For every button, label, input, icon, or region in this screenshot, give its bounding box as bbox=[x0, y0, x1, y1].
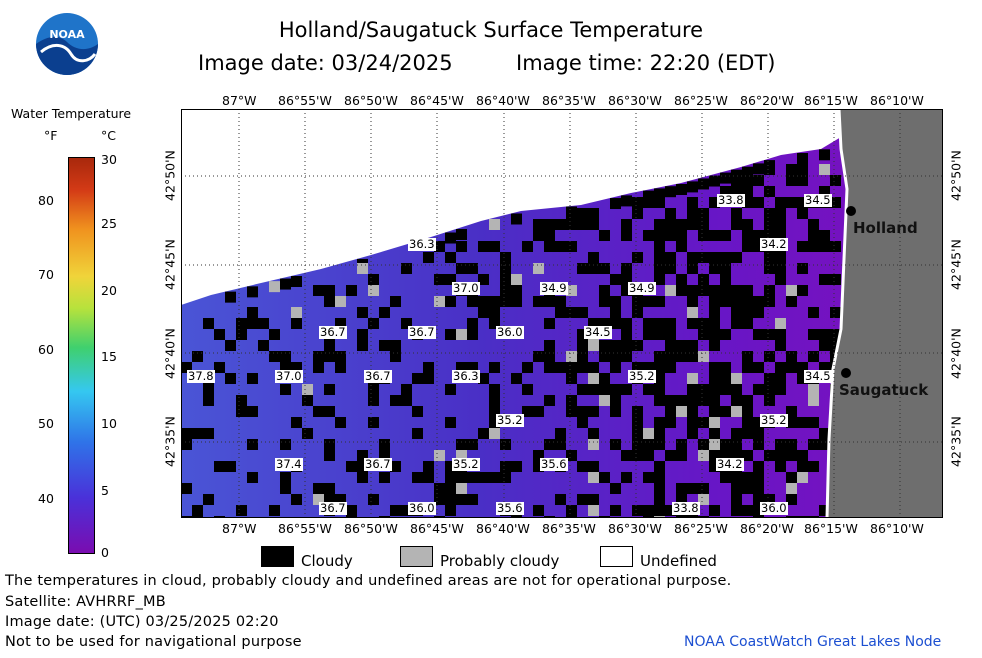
temp-label: 34.9 bbox=[628, 281, 656, 295]
c-tick: 15 bbox=[101, 349, 117, 364]
footer-navigation-warning: Not to be used for navigational purpose bbox=[5, 634, 302, 650]
temp-label: 35.2 bbox=[760, 413, 788, 427]
lon-label-top: 86°10'W bbox=[870, 93, 924, 108]
temp-label: 33.8 bbox=[717, 193, 745, 207]
footer-satellite: Satellite: AVHRRF_MB bbox=[5, 594, 166, 610]
shoreline bbox=[825, 109, 849, 518]
lat-label-left: 42°40'N bbox=[162, 328, 178, 379]
temp-label: 34.9 bbox=[540, 281, 568, 295]
lat-label-left: 42°45'N bbox=[162, 239, 178, 290]
image-time-label: Image time: 22:20 (EDT) bbox=[516, 51, 776, 75]
scale-unit-c: °C bbox=[101, 128, 116, 143]
lon-label-bottom: 86°50'W bbox=[344, 521, 398, 536]
credit-line: NOAA CoastWatch Great Lakes Node bbox=[684, 634, 942, 650]
temp-label: 36.7 bbox=[408, 325, 436, 339]
temp-label: 35.2 bbox=[452, 457, 480, 471]
lon-label-top: 86°15'W bbox=[804, 93, 858, 108]
temp-label: 36.7 bbox=[319, 325, 347, 339]
image-date-label: Image date: 03/24/2025 bbox=[198, 51, 453, 75]
temp-label: 36.0 bbox=[760, 501, 788, 515]
temp-label: 35.2 bbox=[496, 413, 524, 427]
lon-label-top: 86°40'W bbox=[476, 93, 530, 108]
lon-label-top: 86°25'W bbox=[674, 93, 728, 108]
holland-marker bbox=[846, 206, 856, 216]
c-tick: 20 bbox=[101, 283, 117, 298]
c-tick: 25 bbox=[101, 216, 117, 231]
lat-label-right: 42°50'N bbox=[948, 150, 964, 201]
c-tick: 30 bbox=[101, 152, 117, 167]
f-tick: 70 bbox=[38, 267, 54, 282]
lon-label-top: 86°45'W bbox=[410, 93, 464, 108]
temp-label: 34.2 bbox=[760, 237, 788, 251]
temp-label: 34.2 bbox=[716, 457, 744, 471]
lon-label-bottom: 86°30'W bbox=[608, 521, 662, 536]
c-tick: 10 bbox=[101, 416, 117, 431]
lon-label-bottom: 86°20'W bbox=[740, 521, 794, 536]
temp-label: 37.0 bbox=[275, 369, 303, 383]
lon-label-top: 87°W bbox=[222, 93, 257, 108]
lat-label-right: 42°35'N bbox=[948, 416, 964, 467]
lon-label-bottom: 86°35'W bbox=[542, 521, 596, 536]
temp-label: 35.6 bbox=[496, 501, 524, 515]
lon-label-bottom: 86°45'W bbox=[410, 521, 464, 536]
lon-label-bottom: 86°25'W bbox=[674, 521, 728, 536]
lon-label-bottom: 86°55'W bbox=[278, 521, 332, 536]
temp-label: 36.3 bbox=[452, 369, 480, 383]
footer-utc-date: Image date: (UTC) 03/25/2025 02:20 bbox=[5, 614, 279, 630]
lat-label-left: 42°50'N bbox=[162, 150, 178, 201]
noaa-logo: NOAA bbox=[35, 12, 99, 76]
lon-label-bottom: 86°15'W bbox=[804, 521, 858, 536]
scale-unit-f: °F bbox=[44, 128, 58, 143]
temp-label: 36.7 bbox=[364, 457, 392, 471]
map-title: Holland/Saugatuck Surface Temperature bbox=[278, 18, 704, 42]
f-tick: 50 bbox=[38, 416, 54, 431]
temp-label: 37.0 bbox=[452, 281, 480, 295]
lon-label-top: 86°30'W bbox=[608, 93, 662, 108]
f-tick: 60 bbox=[38, 342, 54, 357]
temp-label: 34.5 bbox=[804, 193, 832, 207]
saugatuck-marker bbox=[841, 368, 851, 378]
temp-label: 35.6 bbox=[540, 457, 568, 471]
temp-label: 37.8 bbox=[187, 369, 215, 383]
lon-label-top: 86°20'W bbox=[740, 93, 794, 108]
temp-label: 36.7 bbox=[319, 501, 347, 515]
c-tick: 5 bbox=[101, 483, 109, 498]
place-saugatuck: Saugatuck bbox=[839, 381, 929, 399]
lon-label-top: 86°50'W bbox=[344, 93, 398, 108]
footer-disclaimer: The temperatures in cloud, probably clou… bbox=[5, 573, 732, 589]
temp-label: 36.0 bbox=[408, 501, 436, 515]
legend-cloudy-swatch bbox=[261, 546, 294, 567]
land-area bbox=[827, 109, 943, 518]
temp-label: 36.0 bbox=[496, 325, 524, 339]
lon-label-top: 86°55'W bbox=[278, 93, 332, 108]
temp-label: 37.4 bbox=[275, 457, 303, 471]
lat-label-right: 42°45'N bbox=[948, 239, 964, 290]
legend-undefined-label: Undefined bbox=[640, 552, 717, 570]
legend-probably-cloudy-swatch bbox=[400, 546, 433, 567]
legend-undefined-swatch bbox=[600, 546, 633, 567]
scale-heading: Water Temperature bbox=[11, 106, 132, 121]
cloud-mask bbox=[181, 149, 841, 518]
f-tick: 80 bbox=[38, 193, 54, 208]
logo-text: NOAA bbox=[49, 28, 85, 41]
lat-label-left: 42°35'N bbox=[162, 416, 178, 467]
c-tick: 0 bbox=[101, 545, 109, 560]
temp-label: 36.3 bbox=[408, 237, 436, 251]
temperature-colorbar bbox=[68, 157, 95, 554]
lon-label-bottom: 86°10'W bbox=[870, 521, 924, 536]
lon-label-top: 86°35'W bbox=[542, 93, 596, 108]
lon-label-bottom: 87°W bbox=[222, 521, 257, 536]
lon-label-bottom: 86°40'W bbox=[476, 521, 530, 536]
lat-label-right: 42°40'N bbox=[948, 328, 964, 379]
temp-label: 35.2 bbox=[628, 369, 656, 383]
place-holland: Holland bbox=[853, 219, 918, 237]
f-tick: 40 bbox=[38, 491, 54, 506]
temp-label: 33.8 bbox=[672, 501, 700, 515]
temp-label: 34.5 bbox=[584, 325, 612, 339]
temp-label: 34.5 bbox=[804, 369, 832, 383]
legend-cloudy-label: Cloudy bbox=[301, 552, 353, 570]
temp-label: 36.7 bbox=[364, 369, 392, 383]
legend-probably-cloudy-label: Probably cloudy bbox=[440, 552, 560, 570]
graticule bbox=[181, 109, 943, 518]
